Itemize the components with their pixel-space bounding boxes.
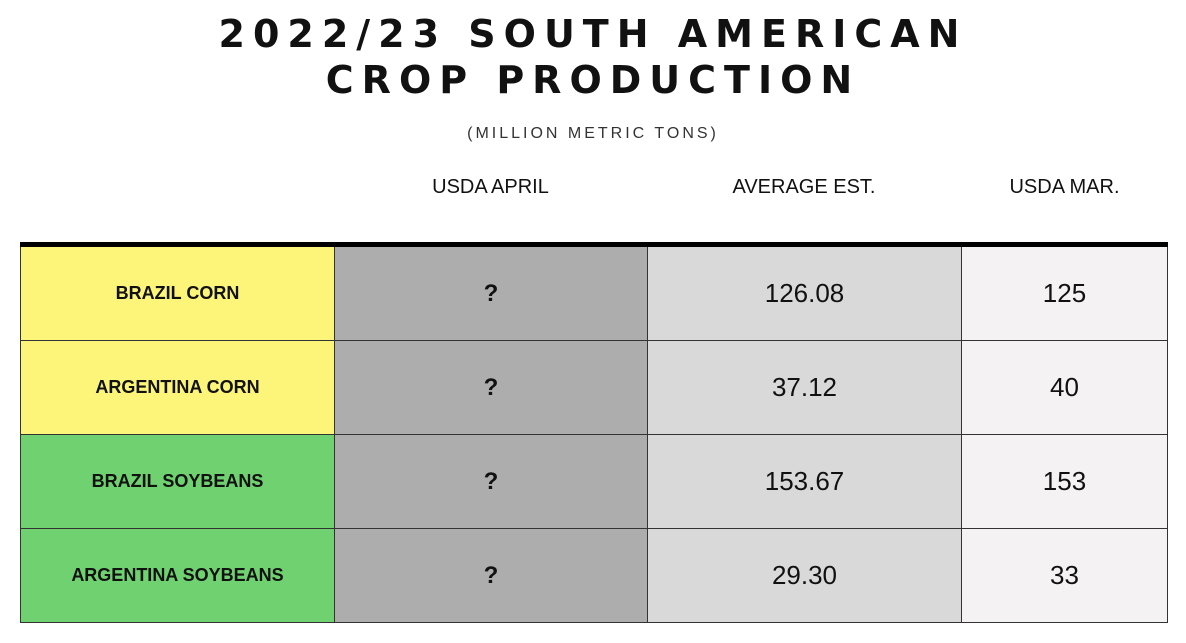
average-est-cell: 29.30 xyxy=(647,528,962,623)
subtitle: (MILLION METRIC TONS) xyxy=(467,125,719,142)
title-line-2: CROP PRODUCTION xyxy=(325,58,861,102)
usda-april-cell: ? xyxy=(334,244,648,341)
row-label: BRAZIL CORN xyxy=(20,244,335,341)
table-row: BRAZIL CORN? 126.08 125 xyxy=(20,244,1168,341)
average-est-cell: 37.12 xyxy=(647,340,962,435)
usda-april-cell: ? xyxy=(334,434,648,529)
usda-mar-cell: 33 xyxy=(961,528,1168,623)
row-label: ARGENTINA CORN xyxy=(20,340,335,435)
row-label: BRAZIL SOYBEANS xyxy=(20,434,335,529)
usda-mar-cell: 125 xyxy=(961,244,1168,341)
table-row: BRAZIL SOYBEANS? 153.67 153 xyxy=(20,434,1168,529)
usda-april-cell: ? xyxy=(334,340,648,435)
title-line-1: 2022/23 SOUTH AMERICAN xyxy=(218,12,968,56)
average-est-cell: 153.67 xyxy=(647,434,962,529)
column-header-average-est: AVERAGE EST. xyxy=(732,176,876,198)
table-row: ARGENTINA SOYBEANS? 29.30 33 xyxy=(20,528,1168,623)
usda-april-cell: ? xyxy=(334,528,648,623)
usda-mar-cell: 40 xyxy=(961,340,1168,435)
column-header-usda-april: USDA APRIL xyxy=(432,176,549,198)
usda-mar-cell: 153 xyxy=(961,434,1168,529)
column-header-usda-mar: USDA MAR. xyxy=(1009,176,1120,198)
table-row: ARGENTINA CORN? 37.12 40 xyxy=(20,340,1168,435)
average-est-cell: 126.08 xyxy=(647,244,962,341)
production-table: BRAZIL CORN? 126.08 125 ARGENTINA CORN? 37.1… xyxy=(20,242,1168,623)
row-label: ARGENTINA SOYBEANS xyxy=(20,528,335,623)
